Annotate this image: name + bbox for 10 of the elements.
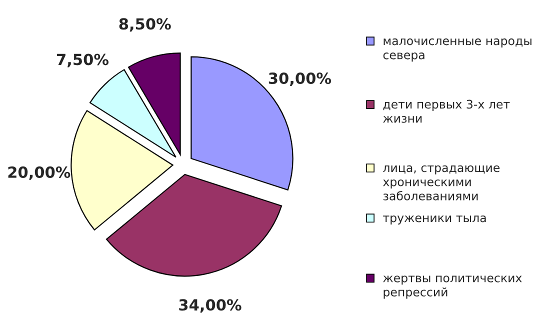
- data-label: 30,00%: [268, 72, 332, 86]
- legend-label: труженики тыла: [383, 215, 486, 225]
- data-label: 8,50%: [119, 18, 171, 32]
- data-label: 20,00%: [8, 166, 70, 180]
- legend-label: дети первых 3-х лет жизни: [383, 100, 510, 123]
- data-label: 7,50%: [57, 54, 109, 68]
- legend-label: лица, страдающие хроническими заболеваниями: [383, 165, 500, 200]
- data-label: 34,00%: [179, 299, 242, 313]
- legend-label: жертвы политических репрессий: [383, 276, 522, 299]
- legend-label: малочисленные народы севера: [383, 38, 532, 62]
